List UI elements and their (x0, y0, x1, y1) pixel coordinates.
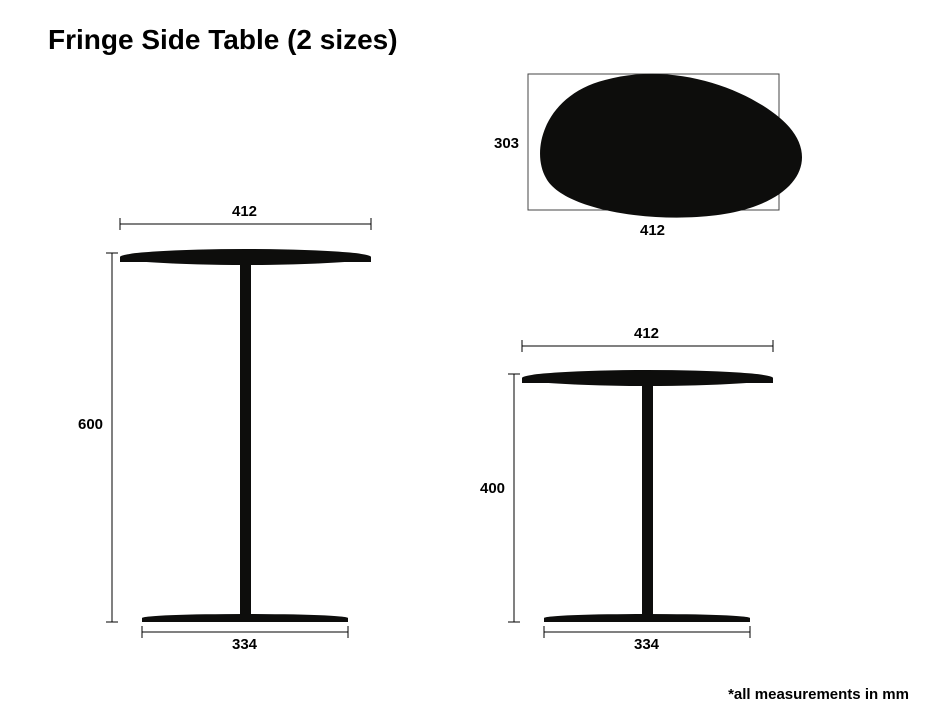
short-top-width-label: 412 (634, 325, 659, 342)
tall-top-width-label: 412 (232, 203, 257, 220)
tall-dim-height (106, 253, 118, 622)
tall-base-width-label: 334 (232, 636, 257, 653)
topview-depth-label: 303 (494, 135, 519, 152)
tall-height-label: 600 (78, 416, 103, 433)
short-dim-height (508, 374, 520, 622)
short-post (642, 383, 653, 616)
diagram-canvas (0, 0, 925, 713)
topview-shape (540, 74, 802, 218)
footnote: *all measurements in mm (728, 686, 909, 703)
short-height-label: 400 (480, 480, 505, 497)
tall-post (240, 262, 251, 616)
short-base-width-label: 334 (634, 636, 659, 653)
topview-width-label: 412 (640, 222, 665, 239)
